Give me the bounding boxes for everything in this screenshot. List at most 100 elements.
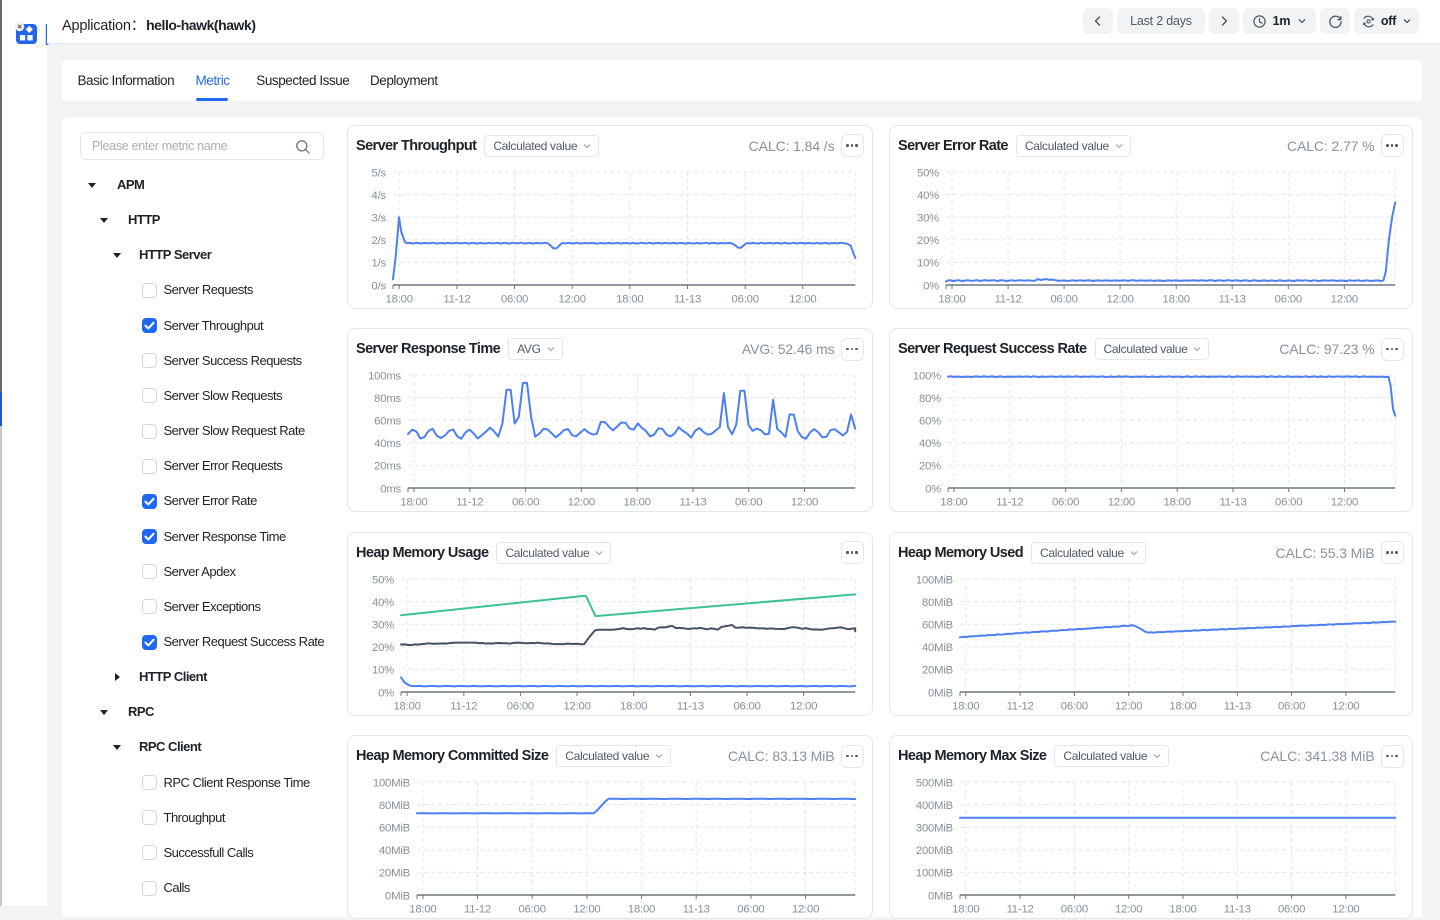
svg-text:11-12: 11-12 [456, 497, 483, 509]
svg-text:11-12: 11-12 [995, 293, 1022, 305]
svg-text:11-13: 11-13 [1219, 293, 1246, 305]
svg-text:12:00: 12:00 [568, 497, 595, 509]
svg-text:0/s: 0/s [372, 280, 387, 292]
svg-text:40MiB: 40MiB [379, 845, 410, 857]
svg-text:06:00: 06:00 [735, 497, 762, 509]
svg-text:12:00: 12:00 [573, 904, 600, 916]
svg-text:06:00: 06:00 [1275, 497, 1302, 509]
svg-text:18:00: 18:00 [1169, 904, 1196, 916]
svg-text:12:00: 12:00 [1332, 904, 1359, 916]
svg-text:18:00: 18:00 [400, 497, 427, 509]
svg-text:11-12: 11-12 [1007, 904, 1034, 916]
svg-text:11-12: 11-12 [464, 904, 491, 916]
svg-text:11-13: 11-13 [679, 497, 706, 509]
svg-text:40%: 40% [919, 438, 941, 450]
svg-text:11-12: 11-12 [1007, 700, 1034, 712]
svg-text:12:00: 12:00 [792, 904, 819, 916]
svg-text:3/s: 3/s [372, 212, 387, 224]
svg-text:100MiB: 100MiB [916, 868, 953, 880]
svg-text:50%: 50% [917, 167, 939, 179]
svg-text:0%: 0% [925, 483, 941, 495]
svg-text:06:00: 06:00 [501, 293, 528, 305]
svg-text:06:00: 06:00 [1052, 497, 1079, 509]
svg-text:100MiB: 100MiB [373, 777, 410, 789]
svg-text:06:00: 06:00 [519, 904, 546, 916]
svg-text:0MiB: 0MiB [928, 687, 953, 699]
svg-text:5/s: 5/s [372, 167, 387, 179]
svg-text:06:00: 06:00 [1050, 293, 1077, 305]
svg-text:06:00: 06:00 [1061, 700, 1088, 712]
svg-text:18:00: 18:00 [620, 700, 647, 712]
svg-text:12:00: 12:00 [563, 700, 590, 712]
svg-text:80%: 80% [919, 393, 941, 405]
svg-text:18:00: 18:00 [616, 293, 643, 305]
svg-text:2/s: 2/s [372, 235, 387, 247]
svg-text:0MiB: 0MiB [385, 890, 410, 902]
svg-text:06:00: 06:00 [737, 904, 764, 916]
svg-text:11-13: 11-13 [683, 904, 710, 916]
svg-text:100ms: 100ms [368, 370, 401, 382]
svg-text:60ms: 60ms [374, 416, 401, 428]
svg-text:06:00: 06:00 [507, 700, 534, 712]
svg-text:60%: 60% [919, 416, 941, 428]
svg-text:06:00: 06:00 [1278, 700, 1305, 712]
svg-text:60MiB: 60MiB [379, 823, 410, 835]
svg-text:200MiB: 200MiB [916, 845, 953, 857]
svg-text:50%: 50% [372, 574, 394, 586]
svg-text:12:00: 12:00 [1331, 293, 1358, 305]
svg-text:20MiB: 20MiB [379, 868, 410, 880]
svg-text:0%: 0% [923, 280, 939, 292]
svg-text:06:00: 06:00 [1278, 904, 1305, 916]
svg-text:0ms: 0ms [380, 483, 401, 495]
svg-text:10%: 10% [372, 664, 394, 676]
svg-text:06:00: 06:00 [732, 293, 759, 305]
svg-text:12:00: 12:00 [1115, 700, 1142, 712]
svg-text:18:00: 18:00 [952, 904, 979, 916]
svg-text:11-13: 11-13 [677, 700, 704, 712]
svg-text:12:00: 12:00 [1106, 293, 1133, 305]
svg-text:11-13: 11-13 [1219, 497, 1246, 509]
svg-text:400MiB: 400MiB [916, 800, 953, 812]
svg-text:60MiB: 60MiB [922, 619, 953, 631]
svg-text:18:00: 18:00 [938, 293, 965, 305]
svg-text:18:00: 18:00 [952, 700, 979, 712]
svg-text:12:00: 12:00 [559, 293, 586, 305]
svg-text:18:00: 18:00 [393, 700, 420, 712]
svg-text:300MiB: 300MiB [916, 823, 953, 835]
svg-text:30%: 30% [917, 212, 939, 224]
svg-text:12:00: 12:00 [1108, 497, 1135, 509]
svg-text:12:00: 12:00 [790, 700, 817, 712]
svg-text:20ms: 20ms [374, 461, 401, 473]
svg-text:100MiB: 100MiB [916, 574, 953, 586]
svg-text:12:00: 12:00 [1115, 904, 1142, 916]
svg-text:18:00: 18:00 [1169, 700, 1196, 712]
svg-text:80ms: 80ms [374, 393, 401, 405]
svg-text:80MiB: 80MiB [379, 800, 410, 812]
svg-text:40ms: 40ms [374, 438, 401, 450]
svg-text:12:00: 12:00 [791, 497, 818, 509]
svg-text:11-12: 11-12 [443, 293, 470, 305]
svg-text:11-12: 11-12 [450, 700, 477, 712]
svg-text:40MiB: 40MiB [922, 642, 953, 654]
svg-text:20%: 20% [919, 461, 941, 473]
svg-text:18:00: 18:00 [409, 904, 436, 916]
svg-text:40%: 40% [917, 189, 939, 201]
svg-text:12:00: 12:00 [1332, 700, 1359, 712]
svg-text:10%: 10% [917, 257, 939, 269]
svg-text:20%: 20% [917, 235, 939, 247]
svg-text:11-13: 11-13 [1224, 700, 1251, 712]
svg-text:20%: 20% [372, 642, 394, 654]
svg-text:500MiB: 500MiB [916, 777, 953, 789]
svg-text:11-12: 11-12 [996, 497, 1023, 509]
svg-text:20MiB: 20MiB [922, 664, 953, 676]
svg-text:80MiB: 80MiB [922, 596, 953, 608]
svg-text:12:00: 12:00 [1331, 497, 1358, 509]
svg-text:40%: 40% [372, 596, 394, 608]
svg-text:12:00: 12:00 [789, 293, 816, 305]
svg-text:4/s: 4/s [372, 189, 387, 201]
svg-text:18:00: 18:00 [1164, 497, 1191, 509]
svg-text:06:00: 06:00 [1275, 293, 1302, 305]
svg-text:06:00: 06:00 [1061, 904, 1088, 916]
svg-text:18:00: 18:00 [628, 904, 655, 916]
svg-text:18:00: 18:00 [386, 293, 413, 305]
